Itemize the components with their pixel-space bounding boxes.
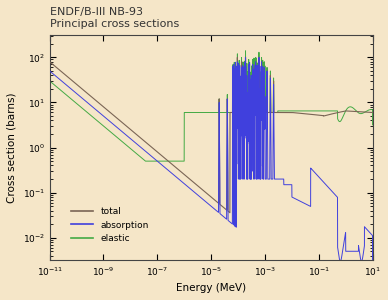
Y-axis label: Cross section (barns): Cross section (barns) xyxy=(7,92,17,203)
Text: ENDF/B-III NB-93
Principal cross sections: ENDF/B-III NB-93 Principal cross section… xyxy=(50,7,179,28)
Legend: total, absorption, elastic: total, absorption, elastic xyxy=(67,203,152,247)
X-axis label: Energy (MeV): Energy (MeV) xyxy=(176,283,246,293)
